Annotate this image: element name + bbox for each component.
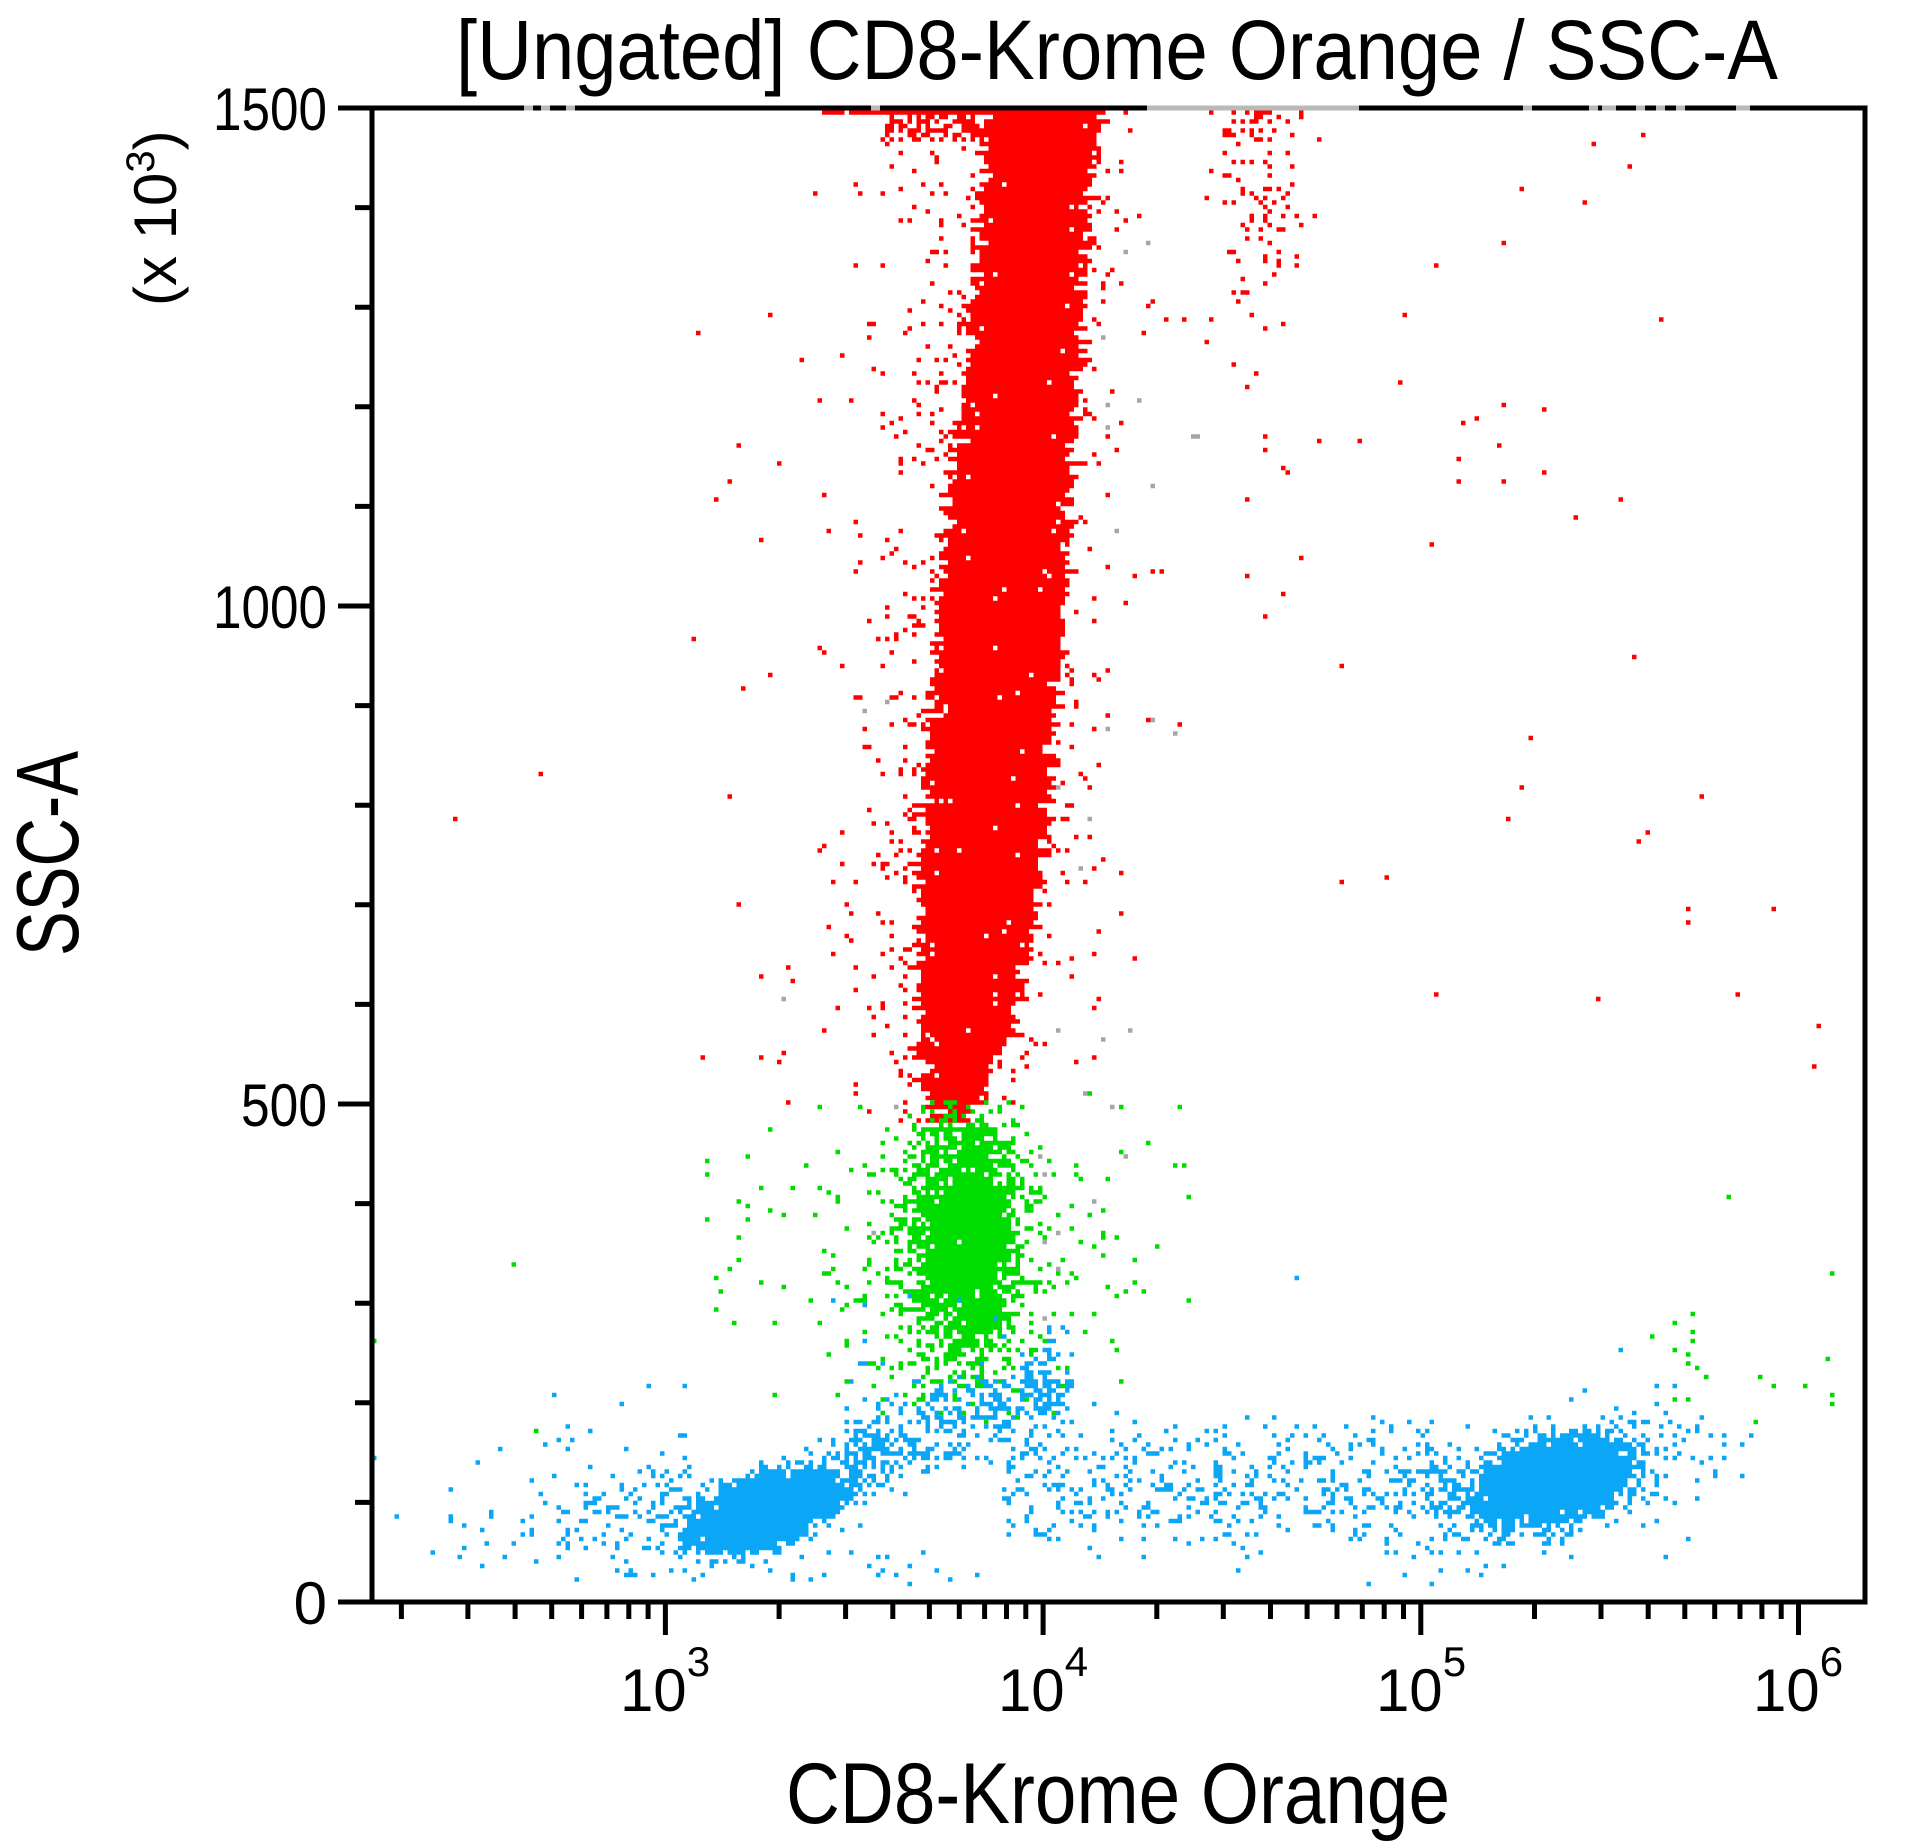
svg-text:(x 103): (x 103) (119, 130, 189, 306)
svg-text:SSC-A: SSC-A (0, 751, 97, 956)
svg-text:500: 500 (241, 1072, 327, 1139)
svg-text:[Ungated] CD8-Krome Orange / S: [Ungated] CD8-Krome Orange / SSC-A (456, 3, 1778, 97)
svg-text:105: 105 (1376, 1638, 1466, 1724)
svg-text:1500: 1500 (213, 76, 327, 143)
svg-text:103: 103 (620, 1638, 710, 1724)
svg-text:104: 104 (998, 1638, 1088, 1724)
svg-text:CD8-Krome Orange: CD8-Krome Orange (786, 1746, 1450, 1842)
svg-text:0: 0 (294, 1570, 327, 1637)
svg-text:1000: 1000 (213, 574, 327, 641)
svg-text:106: 106 (1753, 1638, 1843, 1724)
